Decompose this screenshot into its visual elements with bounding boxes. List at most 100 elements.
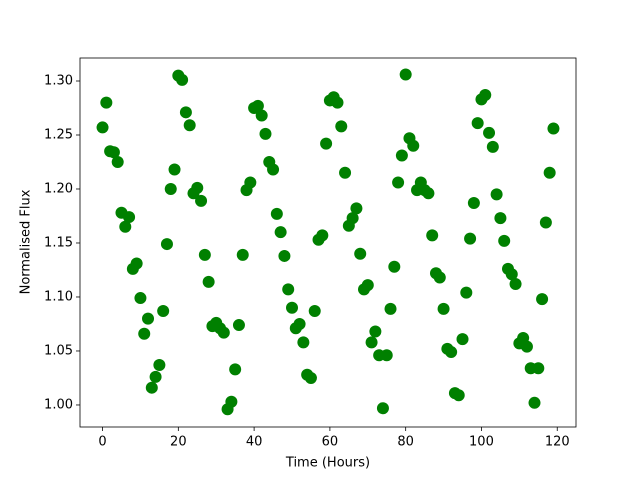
y-tick-label: 1.10 <box>44 289 73 304</box>
point <box>134 292 147 305</box>
point <box>471 117 484 130</box>
point <box>388 260 401 273</box>
point <box>179 106 192 119</box>
point <box>153 359 166 372</box>
point <box>384 302 397 315</box>
point <box>304 371 317 384</box>
point <box>479 89 492 102</box>
point <box>111 155 124 168</box>
point <box>376 402 389 415</box>
x-axis-label: Time (Hours) <box>285 456 370 471</box>
point <box>547 122 560 135</box>
point <box>354 247 367 260</box>
y-tick-label: 1.15 <box>44 235 73 250</box>
point <box>380 349 393 362</box>
point <box>532 362 545 375</box>
point <box>198 248 211 261</box>
point <box>168 163 181 176</box>
x-tick-label: 80 <box>397 435 414 450</box>
point <box>539 216 552 229</box>
point <box>225 395 238 408</box>
point <box>467 197 480 210</box>
point <box>267 163 280 176</box>
point <box>286 301 299 314</box>
point <box>331 96 344 109</box>
point <box>346 212 359 225</box>
point <box>437 302 450 315</box>
point <box>100 96 113 109</box>
point <box>107 146 120 159</box>
point <box>494 212 507 225</box>
point <box>320 137 333 150</box>
point <box>191 181 204 194</box>
point <box>452 389 465 402</box>
point <box>509 278 522 291</box>
point <box>426 229 439 242</box>
point <box>130 257 143 270</box>
point <box>308 305 321 318</box>
point <box>183 119 196 132</box>
point <box>145 381 158 394</box>
point <box>251 99 264 112</box>
point <box>422 187 435 200</box>
point <box>255 109 268 122</box>
point <box>195 194 208 207</box>
point <box>282 283 295 296</box>
x-tick-label: 100 <box>469 435 494 450</box>
point <box>456 333 469 346</box>
point <box>365 336 378 349</box>
point <box>464 232 477 245</box>
point <box>236 248 249 261</box>
point <box>486 140 499 153</box>
point <box>350 202 363 215</box>
point <box>229 363 242 376</box>
point <box>395 149 408 162</box>
x-tick-label: 60 <box>322 435 339 450</box>
point <box>138 327 151 340</box>
y-tick-label: 1.25 <box>44 127 73 142</box>
point <box>270 207 283 220</box>
point <box>433 271 446 284</box>
point <box>369 325 382 338</box>
x-tick-label: 120 <box>545 435 570 450</box>
point <box>293 317 306 330</box>
point <box>536 293 549 306</box>
y-axis-label: Normalised Flux <box>19 189 34 294</box>
point <box>217 326 230 339</box>
point <box>505 268 518 281</box>
point <box>316 229 329 242</box>
axes-frame <box>79 57 577 428</box>
point <box>232 319 245 332</box>
point <box>160 238 173 251</box>
y-tick-label: 1.05 <box>44 343 73 358</box>
point <box>399 68 412 81</box>
point <box>339 166 352 179</box>
point <box>164 182 177 195</box>
point <box>244 176 257 189</box>
point <box>278 249 291 262</box>
point <box>543 166 556 179</box>
point <box>520 340 533 353</box>
y-tick-label: 1.00 <box>44 397 73 412</box>
x-tick-label: 20 <box>170 435 187 450</box>
point <box>335 120 348 133</box>
point <box>202 275 215 288</box>
point <box>119 220 132 233</box>
point <box>96 121 109 134</box>
point <box>528 396 541 409</box>
point <box>460 286 473 299</box>
point <box>407 139 420 152</box>
point <box>259 127 272 140</box>
y-tick-label: 1.30 <box>44 74 73 89</box>
y-tick-label: 1.20 <box>44 181 73 196</box>
x-tick-label: 0 <box>98 435 106 450</box>
point <box>149 370 162 383</box>
point <box>142 312 155 325</box>
point <box>483 126 496 139</box>
point <box>176 73 189 86</box>
point <box>445 346 458 359</box>
point <box>274 226 287 239</box>
point <box>498 234 511 247</box>
x-tick-label: 40 <box>246 435 263 450</box>
